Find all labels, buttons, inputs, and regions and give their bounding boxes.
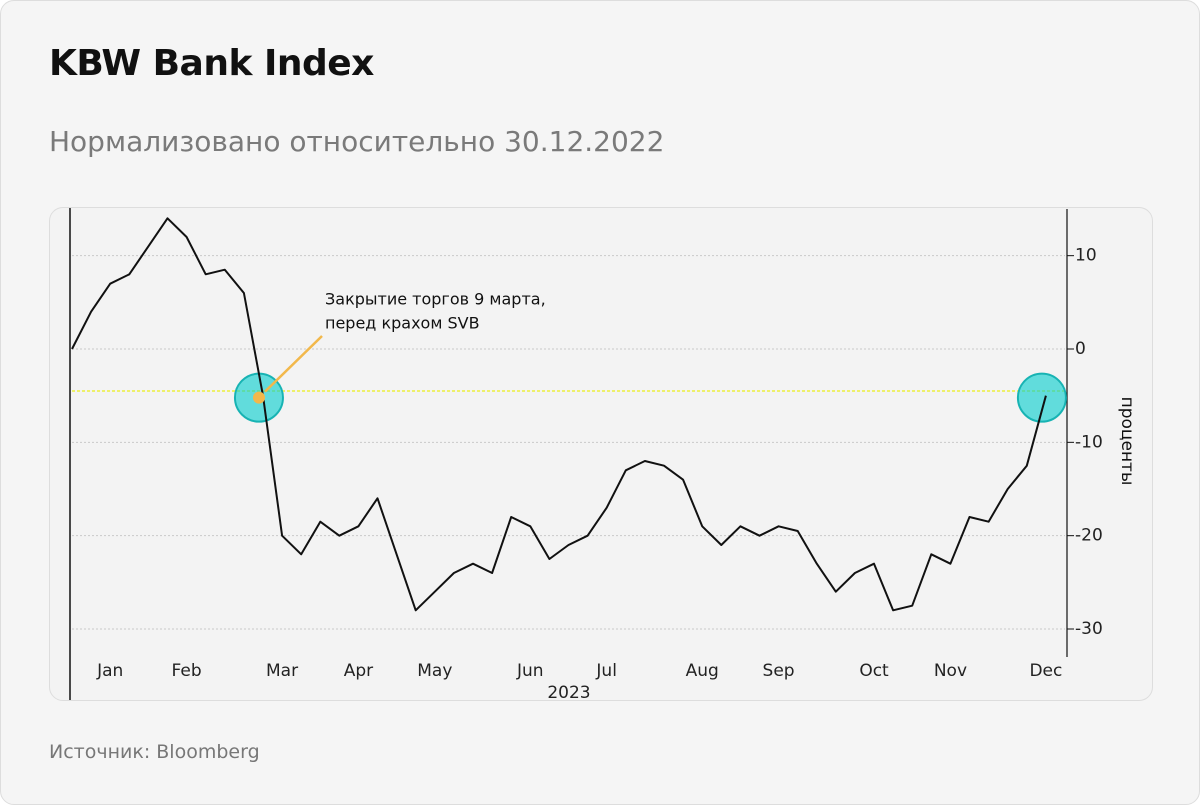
x-tick-label: May (417, 661, 452, 681)
x-tick-label: Aug (686, 661, 719, 681)
highlight-circle (1016, 372, 1067, 423)
annotation-leader (264, 335, 323, 393)
x-tick-label: Oct (859, 661, 889, 681)
annotation-text: Закрытие торгов 9 марта, (325, 290, 546, 309)
x-tick-label: Apr (344, 661, 373, 681)
data-line (71, 217, 1047, 612)
x-tick-label: Feb (172, 661, 202, 681)
annotation-dot (252, 391, 265, 404)
x-axis-label: 2023 (547, 683, 590, 700)
y-axis-label: проценты (1117, 397, 1137, 486)
y-tick-label: 10 (1075, 246, 1097, 266)
chart-title: KBW Bank Index (49, 43, 374, 84)
x-tick-label: Sep (763, 661, 795, 681)
annotation-text: перед крахом SVB (325, 314, 480, 333)
x-tick-label: Nov (934, 661, 967, 681)
chart: 10 0 -10 -20 -30 проценты Jan Feb Mar Apr May Jun Ju… (69, 208, 1137, 700)
y-tick-label: -20 (1075, 526, 1103, 546)
x-tick-label: Dec (1029, 661, 1062, 681)
source: Источник: Bloomberg (49, 741, 260, 763)
x-tick-label: Jun (516, 661, 544, 681)
y-tick-label: -10 (1075, 432, 1103, 452)
x-tick-label: Jan (96, 661, 123, 681)
y-tick-label: 0 (1075, 339, 1086, 359)
x-tick-label: Jul (595, 661, 617, 681)
chart-panel: 10 0 -10 -20 -30 проценты Jan Feb Mar Apr May Jun Ju… (49, 207, 1153, 701)
y-tick-label: -30 (1075, 619, 1103, 639)
x-tick-label: Mar (266, 661, 298, 681)
chart-subtitle: Нормализовано относительно 30.12.2022 (49, 125, 665, 158)
